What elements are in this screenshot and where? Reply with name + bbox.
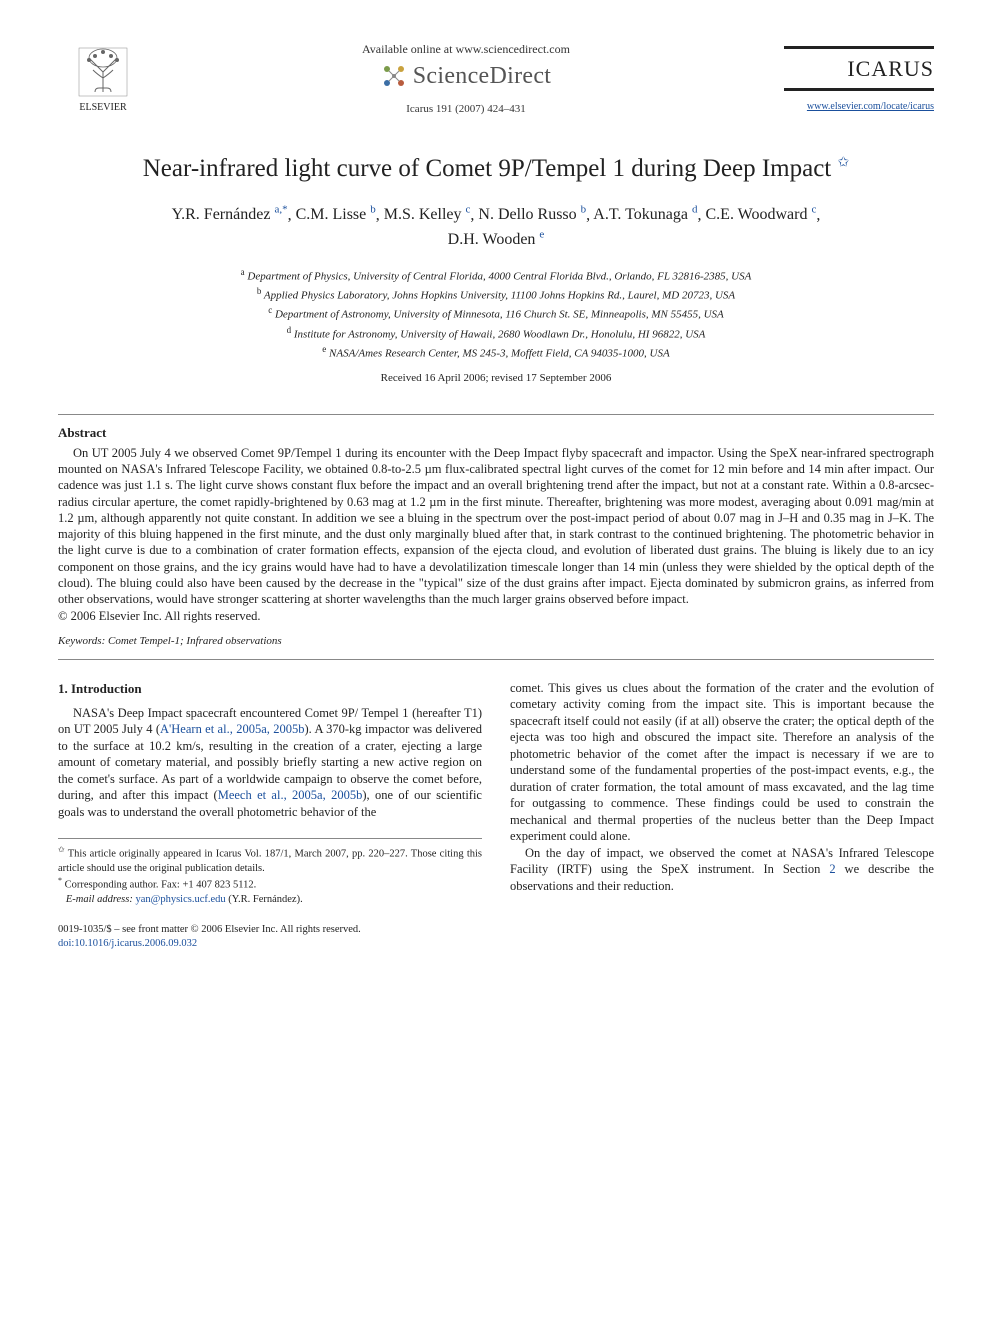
rule <box>58 659 934 660</box>
author: D.H. Wooden e <box>448 231 545 248</box>
article-body: 1. Introduction NASA's Deep Impact space… <box>58 680 934 907</box>
body-paragraph: On the day of impact, we observed the co… <box>510 845 934 895</box>
citation-link[interactable]: A'Hearn et al., 2005a, 2005b <box>160 722 304 736</box>
journal-block: ICARUS www.elsevier.com/locate/icarus <box>784 46 934 114</box>
journal-title-rule <box>784 88 934 91</box>
footnote-block: ✩ This article originally appeared in Ic… <box>58 838 482 907</box>
abstract-copyright: © 2006 Elsevier Inc. All rights reserved… <box>58 609 934 625</box>
author: A.T. Tokunaga d <box>593 206 697 223</box>
page-footer: 0019-1035/$ – see front matter © 2006 El… <box>58 923 934 951</box>
affiliation: d Institute for Astronomy, University of… <box>58 324 934 343</box>
author: C.E. Woodward c <box>706 206 817 223</box>
abstract-heading: Abstract <box>58 425 934 441</box>
rule <box>58 414 934 415</box>
keywords-line: Keywords: Comet Tempel-1; Infrared obser… <box>58 635 934 649</box>
center-header: Available online at www.sciencedirect.co… <box>148 42 784 117</box>
journal-title-rule <box>784 46 934 49</box>
elsevier-tree-icon <box>75 44 131 100</box>
journal-header: ELSEVIER Available online at www.science… <box>58 42 934 117</box>
keywords-label: Keywords: <box>58 635 105 647</box>
affiliation: b Applied Physics Laboratory, Johns Hopk… <box>58 285 934 304</box>
affiliation: a Department of Physics, University of C… <box>58 266 934 285</box>
body-paragraph: comet. This gives us clues about the for… <box>510 680 934 845</box>
author: N. Dello Russo b <box>478 206 586 223</box>
sciencedirect-icon <box>381 63 407 89</box>
citation-line: Icarus 191 (2007) 424–431 <box>148 103 784 117</box>
available-online-text: Available online at www.sciencedirect.co… <box>148 42 784 57</box>
column-left: 1. Introduction NASA's Deep Impact space… <box>58 680 482 907</box>
section-heading: 1. Introduction <box>58 680 482 697</box>
citation-link[interactable]: Meech et al., 2005a, 2005b <box>218 788 363 802</box>
title-footnote: ✩ This article originally appeared in Ic… <box>58 845 482 876</box>
author: M.S. Kelley c <box>384 206 471 223</box>
author-list: Y.R. Fernández a,*, C.M. Lisse b, M.S. K… <box>58 202 934 253</box>
copyright-front-matter: 0019-1035/$ – see front matter © 2006 El… <box>58 923 934 937</box>
body-paragraph: NASA's Deep Impact spacecraft encountere… <box>58 705 482 821</box>
column-right: comet. This gives us clues about the for… <box>510 680 934 907</box>
affiliation: e NASA/Ames Research Center, MS 245-3, M… <box>58 343 934 362</box>
journal-homepage-link[interactable]: www.elsevier.com/locate/icarus <box>807 101 934 112</box>
platform-name: ScienceDirect <box>413 61 552 91</box>
publisher-logo-block: ELSEVIER <box>58 44 148 115</box>
email-footnote: E-mail address: yan@physics.ucf.edu (Y.R… <box>58 893 482 907</box>
corresponding-author-footnote: * Corresponding author. Fax: +1 407 823 … <box>58 876 482 893</box>
title-text: Near-infrared light curve of Comet 9P/Te… <box>143 155 832 182</box>
affiliation: c Department of Astronomy, University of… <box>58 304 934 323</box>
title-note-marker[interactable]: ✩ <box>838 156 850 171</box>
article-title: Near-infrared light curve of Comet 9P/Te… <box>58 153 934 186</box>
author: Y.R. Fernández a,* <box>172 206 288 223</box>
author: C.M. Lisse b <box>296 206 376 223</box>
sciencedirect-logo: ScienceDirect <box>381 61 552 91</box>
author-email-link[interactable]: yan@physics.ucf.edu <box>135 894 225 905</box>
publisher-name: ELSEVIER <box>58 102 148 115</box>
article-history: Received 16 April 2006; revised 17 Septe… <box>58 372 934 386</box>
keywords-text: Comet Tempel-1; Infrared observations <box>108 635 282 647</box>
abstract-body: On UT 2005 July 4 we observed Comet 9P/T… <box>58 445 934 608</box>
doi-link[interactable]: doi:10.1016/j.icarus.2006.09.032 <box>58 938 197 949</box>
journal-name: ICARUS <box>784 55 934 83</box>
affiliation-list: a Department of Physics, University of C… <box>58 266 934 362</box>
